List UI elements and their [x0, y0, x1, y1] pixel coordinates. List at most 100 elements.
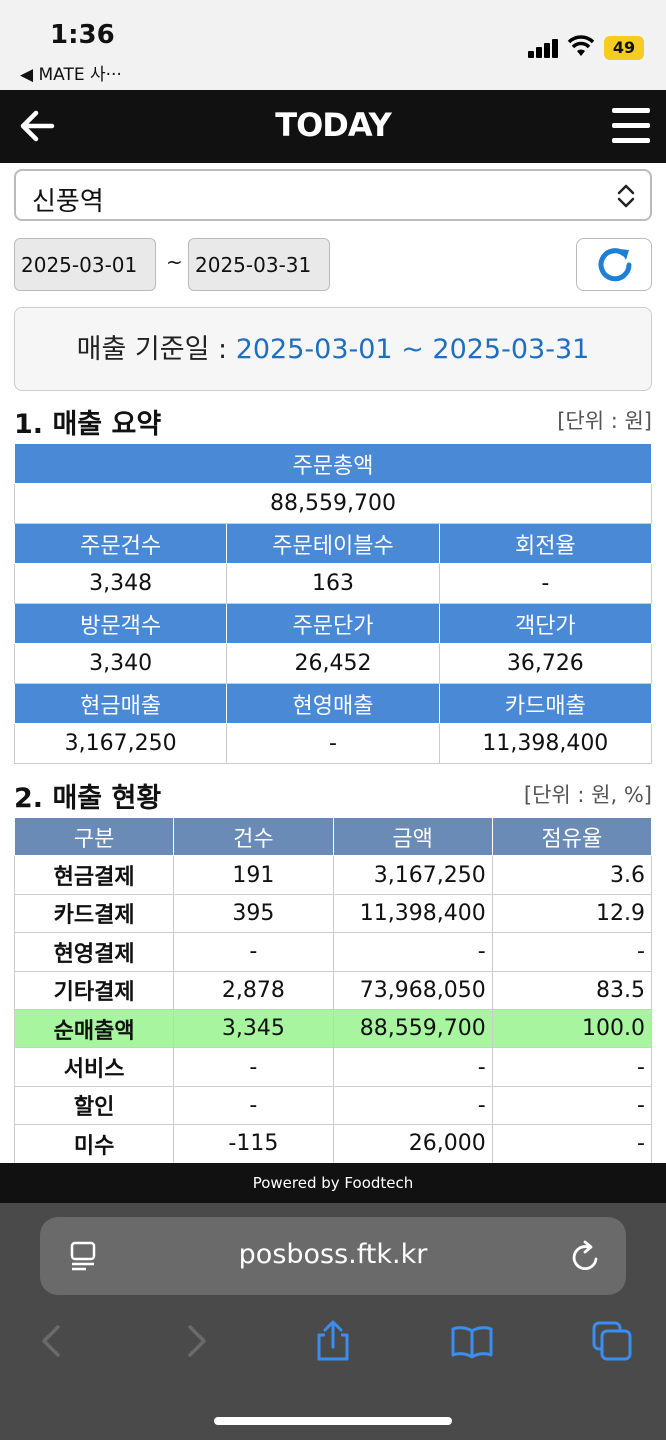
bookmarks-icon[interactable] [450, 1319, 494, 1363]
summary-header: 현영매출 [226, 683, 440, 724]
row-share: 12.9 [491, 893, 653, 934]
start-date-input[interactable]: 2025-03-01 [14, 238, 156, 291]
summary-value: - [226, 723, 440, 764]
chevron-up-down-icon [617, 184, 635, 208]
row-share: - [491, 932, 653, 972]
row-share: - [491, 1047, 653, 1087]
row-count: - [173, 932, 334, 972]
home-indicator [214, 1417, 452, 1425]
browser-toolbar: posboss.ftk.kr [0, 1203, 666, 1440]
column-header: 구분 [13, 816, 175, 857]
summary-value: 26,452 [226, 643, 440, 684]
summary-header: 방문객수 [13, 603, 228, 644]
store-select-value: 신풍역 [32, 187, 104, 217]
column-header: 금액 [332, 816, 493, 857]
row-count: 395 [173, 893, 334, 934]
criteria-label: 매출 기준일 : [76, 334, 236, 365]
row-share: - [491, 1085, 653, 1126]
refresh-button[interactable] [576, 238, 652, 291]
store-select[interactable]: 신풍역 [14, 169, 652, 221]
table-row: 서비스 - - - [13, 1047, 653, 1087]
url-text: posboss.ftk.kr [238, 1239, 428, 1270]
row-amount: 73,968,050 [332, 970, 493, 1010]
status-time: 1:36 [50, 20, 115, 50]
summary-header: 카드매출 [438, 683, 653, 724]
row-label: 미수 [13, 1124, 175, 1164]
row-amount: - [332, 1085, 493, 1126]
row-amount: 11,398,400 [332, 893, 493, 934]
row-count: 3,345 [173, 1008, 334, 1049]
summary-value: 3,167,250 [13, 723, 228, 764]
summary-value: 11,398,400 [438, 723, 653, 764]
row-label: 카드결제 [13, 893, 175, 934]
browser-forward-icon[interactable] [174, 1319, 218, 1363]
row-label: 순매출액 [13, 1008, 175, 1049]
row-amount: 3,167,250 [332, 855, 493, 895]
summary-value: 36,726 [438, 643, 653, 684]
row-count: - [173, 1047, 334, 1087]
cellular-signal-icon [528, 38, 560, 58]
browser-back-icon[interactable] [30, 1319, 74, 1363]
row-share: 83.5 [491, 970, 653, 1010]
sales-status-table: 구분 건수 금액 점유율 현금결제 191 3,167,250 3.6 카드결제… [13, 816, 653, 1164]
back-to-app-link[interactable]: ◀ MATE 사··· [20, 65, 122, 85]
back-arrow-icon[interactable] [16, 104, 60, 148]
row-label: 할인 [13, 1085, 175, 1126]
table-row: 미수 -115 26,000 - [13, 1124, 653, 1164]
row-count: 2,878 [173, 970, 334, 1010]
status-bar: 1:36 ◀ MATE 사··· 49 [0, 0, 666, 90]
summary-header: 주문건수 [13, 523, 228, 564]
summary-table: 주문총액 88,559,700 주문건수 주문테이블수 회전율 3,348 16… [13, 443, 653, 764]
summary-title: 1. 매출 요약 [14, 409, 162, 440]
summary-header: 주문테이블수 [226, 523, 440, 564]
table-row: 현금결제 191 3,167,250 3.6 [13, 855, 653, 895]
row-label: 기타결제 [13, 970, 175, 1010]
row-count: 191 [173, 855, 334, 895]
net-sales-row: 순매출액 3,345 88,559,700 100.0 [13, 1008, 653, 1049]
tabs-icon[interactable] [590, 1319, 634, 1363]
table-row: 카드결제 395 11,398,400 12.9 [13, 893, 653, 934]
end-date-input[interactable]: 2025-03-31 [188, 238, 330, 291]
reload-icon[interactable] [570, 1239, 602, 1273]
status-unit: [단위 : 원, %] [523, 783, 652, 807]
battery-icon: 49 [604, 36, 644, 60]
row-amount: 26,000 [332, 1124, 493, 1164]
summary-unit: [단위 : 원] [557, 409, 652, 433]
app-header: TODAY [0, 90, 666, 163]
row-label: 현금결제 [13, 855, 175, 895]
criteria-range: 2025-03-01 ~ 2025-03-31 [235, 334, 590, 365]
share-icon[interactable] [311, 1319, 355, 1363]
row-amount: - [332, 1047, 493, 1087]
summary-header: 현금매출 [13, 683, 228, 724]
refresh-icon [598, 248, 632, 282]
date-separator: ~ [166, 250, 183, 274]
page-title: TODAY [275, 106, 391, 144]
status-title: 2. 매출 현황 [14, 783, 162, 814]
row-share: 3.6 [491, 855, 653, 895]
column-header: 건수 [173, 816, 334, 857]
powered-by-footer: Powered by Foodtech [0, 1163, 666, 1203]
table-row: 기타결제 2,878 73,968,050 83.5 [13, 970, 653, 1010]
row-amount: - [332, 932, 493, 972]
summary-value: 163 [226, 563, 440, 604]
page-menu-icon[interactable] [70, 1241, 96, 1271]
sales-criteria-box: 매출 기준일 : 2025-03-01 ~ 2025-03-31 [14, 307, 652, 391]
total-value: 88,559,700 [14, 483, 652, 524]
summary-value: 3,348 [13, 563, 228, 604]
row-share: - [491, 1124, 653, 1164]
summary-value: 3,340 [13, 643, 228, 684]
row-label: 현영결제 [13, 932, 175, 972]
row-count: - [173, 1085, 334, 1126]
summary-header: 주문단가 [226, 603, 440, 644]
row-share: 100.0 [491, 1008, 653, 1049]
row-amount: 88,559,700 [332, 1008, 493, 1049]
table-row: 할인 - - - [13, 1085, 653, 1126]
summary-header: 객단가 [438, 603, 653, 644]
table-row: 현영결제 - - - [13, 932, 653, 972]
wifi-icon [567, 35, 595, 56]
summary-header: 회전율 [438, 523, 653, 564]
row-count: -115 [173, 1124, 334, 1164]
row-label: 서비스 [13, 1047, 175, 1087]
address-bar[interactable]: posboss.ftk.kr [40, 1217, 626, 1295]
hamburger-menu-icon[interactable] [612, 106, 650, 146]
